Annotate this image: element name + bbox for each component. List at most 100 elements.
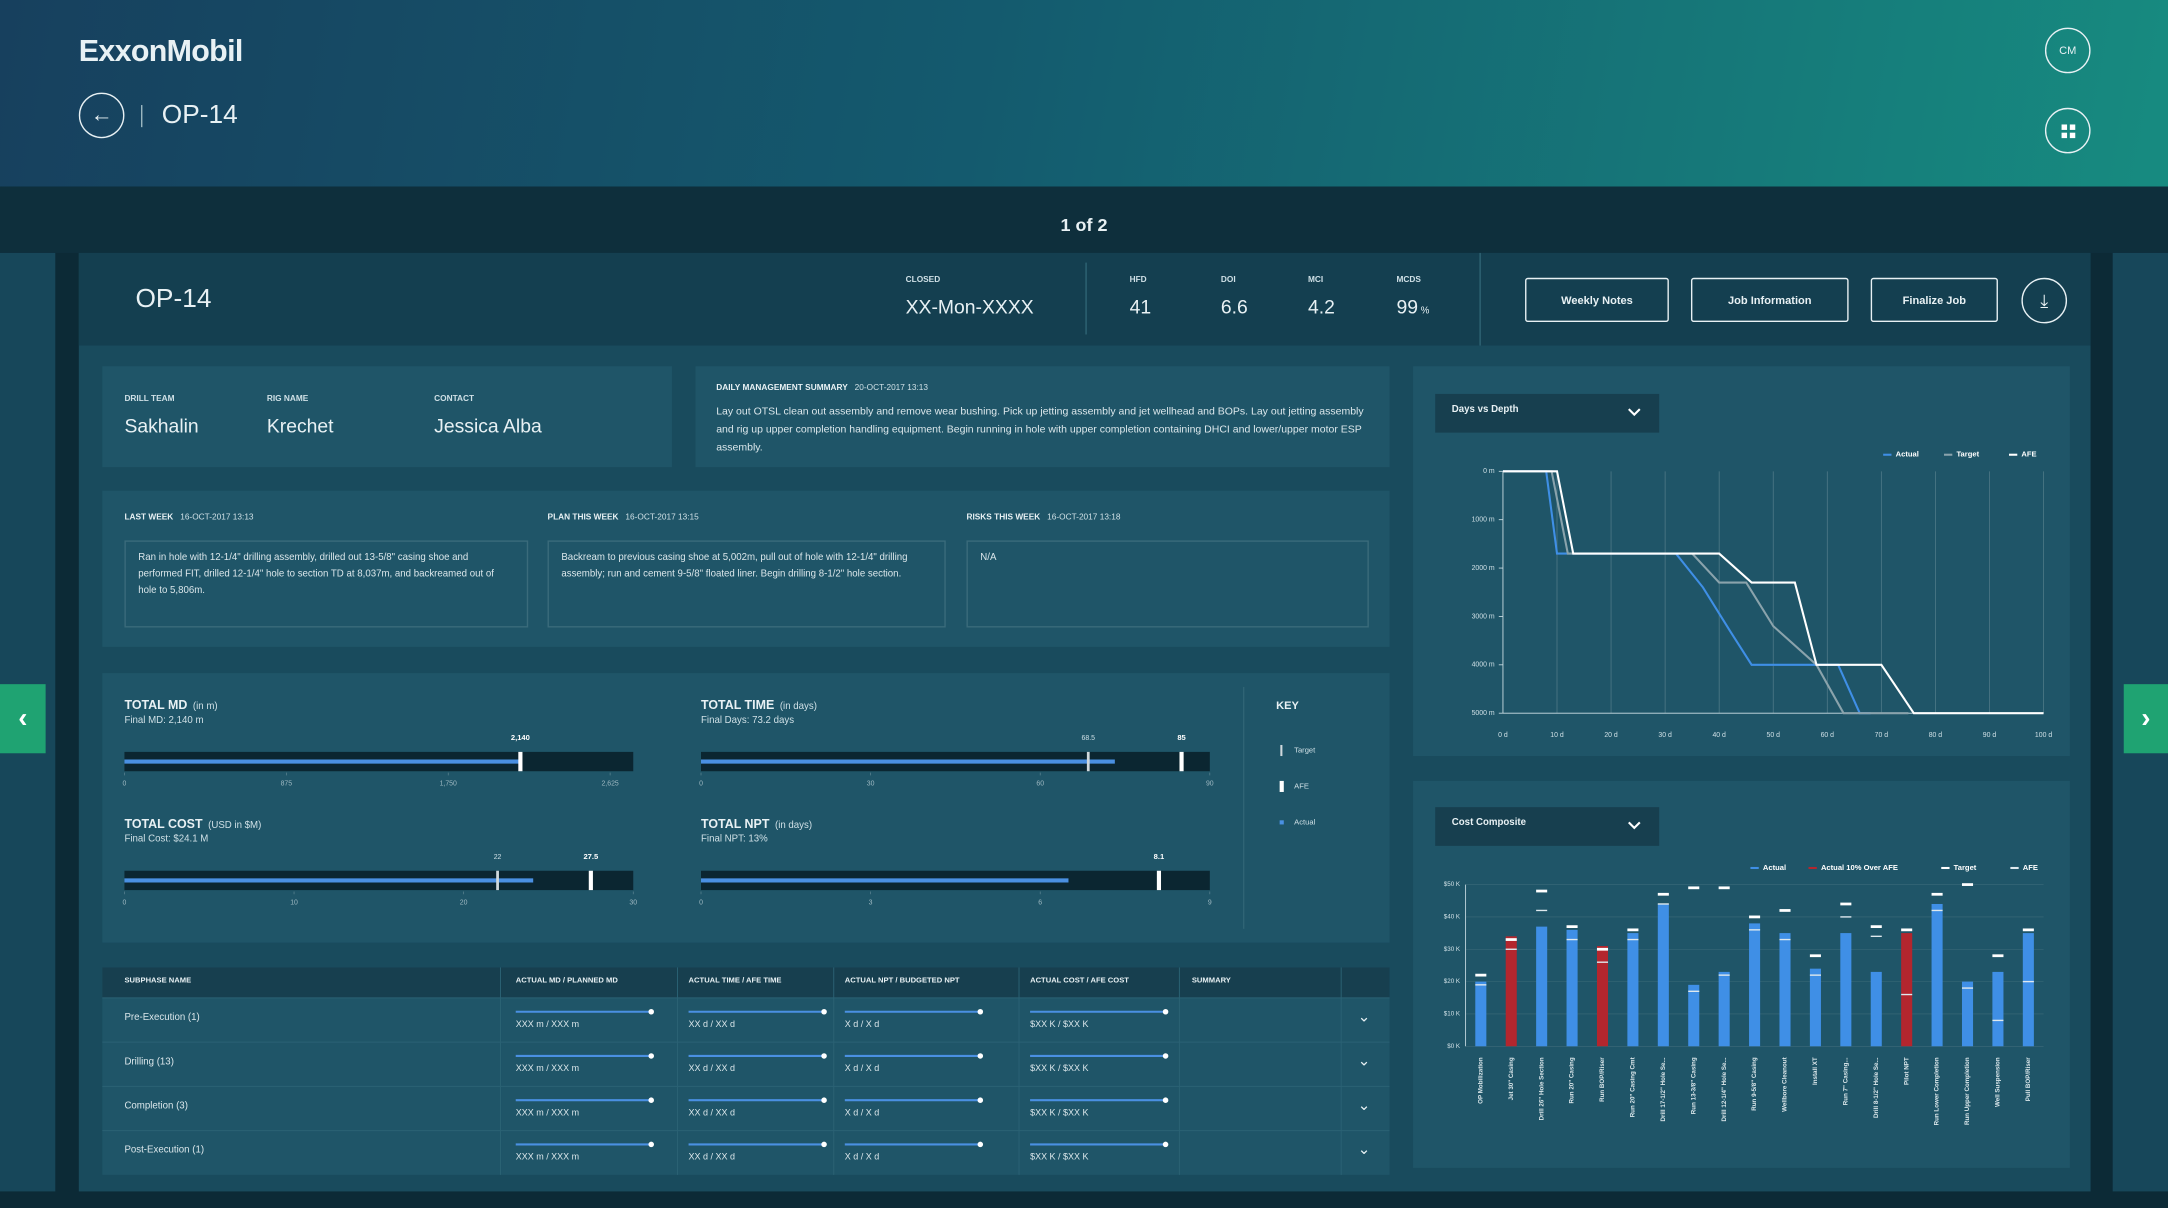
tick-label: 30: [629, 899, 637, 906]
target-dash: [1627, 928, 1639, 932]
target-dash: [1870, 925, 1882, 929]
divider: [1479, 252, 1481, 346]
stat-number: 6.6: [1220, 295, 1248, 318]
back-button[interactable]: ←: [78, 92, 125, 139]
action-button[interactable]: Job Information: [1690, 277, 1849, 323]
legend-label: Actual 10% Over AFE: [1821, 863, 1898, 872]
afe-marker: [588, 870, 593, 891]
summary-heading: DAILY MANAGEMENT SUMMARY 20-OCT-2017 13:1…: [716, 384, 928, 394]
x-tick-label: Wellbore Cleanout: [1782, 1057, 1789, 1111]
bar: [1901, 933, 1913, 1047]
expand-button[interactable]: ⌄: [1357, 1008, 1371, 1026]
bar: [1749, 923, 1761, 1047]
y-tick-label: 1000 m: [1472, 517, 1495, 524]
field-label: RIG NAME: [266, 395, 309, 404]
field-label: DRILL TEAM: [124, 395, 175, 404]
target-label: 22: [494, 854, 502, 861]
mini-knob: [1162, 1008, 1169, 1015]
expand-button[interactable]: ⌄: [1357, 1053, 1371, 1070]
bar: [1961, 981, 1974, 1047]
table-cell: $XX K / $XX K: [1030, 1108, 1089, 1119]
mini-knob: [648, 1053, 654, 1059]
bar: [1657, 903, 1669, 1047]
bar: [1870, 971, 1882, 1047]
y-tick-label: 3000 m: [1472, 613, 1495, 620]
bar: [1688, 984, 1700, 1047]
target-dash: [1657, 892, 1669, 896]
mini-knob: [977, 1097, 984, 1103]
mini-knob: [821, 1097, 827, 1103]
mini-knob: [977, 1053, 984, 1059]
action-button[interactable]: Finalize Job: [1870, 277, 1998, 323]
nav-right[interactable]: ›: [2123, 684, 2168, 754]
x-tick-label: 60 d: [1821, 732, 1835, 739]
mini-knob: [648, 1008, 654, 1015]
expand-button[interactable]: ⌄: [1357, 1141, 1371, 1159]
dropdown[interactable]: [1435, 393, 1660, 433]
stat-value: 41: [1130, 296, 1152, 319]
stat-label: MCDS: [1396, 276, 1421, 285]
well-name: OP-14: [135, 284, 212, 314]
target-dash: [1505, 938, 1517, 941]
field-label: CONTACT: [434, 395, 475, 404]
stat-value: XX-Mon-XXXX: [905, 295, 1034, 318]
dropdown-chevron: [1628, 408, 1641, 417]
dropdown[interactable]: [1435, 807, 1660, 846]
y-tick-label: 0 m: [1483, 468, 1495, 475]
metric-unit: (in days): [779, 702, 817, 712]
table-cell: XX d / XX d: [688, 1152, 736, 1163]
x-tick-label: 20 d: [1604, 732, 1618, 739]
bar: [1779, 933, 1791, 1047]
table-cell: $XX K / $XX K: [1030, 1152, 1089, 1163]
metric-heading: TOTAL TIME (in days): [701, 698, 817, 714]
y-tick-label: 4000 m: [1472, 662, 1495, 669]
metric-heading: TOTAL NPT (in days): [701, 817, 812, 833]
actual-bar: [701, 759, 1115, 764]
apps-button[interactable]: [2044, 107, 2091, 154]
table-cell: XXX m / XXX m: [515, 1020, 580, 1030]
page-title: OP-14: [161, 100, 238, 130]
key-icon: [1279, 780, 1284, 792]
table-header: SUBPHASE NAME: [124, 977, 192, 986]
afe-marker: [1179, 751, 1184, 772]
legend-label: Target: [1956, 450, 1979, 459]
metric-unit: (in days): [774, 820, 813, 831]
stat-label: HFD: [1129, 276, 1147, 285]
series-line: [1502, 470, 1871, 715]
action-button[interactable]: Weekly Notes: [1525, 277, 1669, 323]
target-marker: [496, 870, 499, 891]
key-icon: [1279, 820, 1284, 825]
key-label: Target: [1294, 746, 1316, 755]
x-tick-label: 90 d: [1983, 732, 1997, 739]
target-dash: [1840, 902, 1852, 906]
tick-label: 0: [699, 781, 703, 788]
table-cell: X d / X d: [844, 1108, 880, 1119]
expand-button[interactable]: ⌄: [1357, 1097, 1371, 1115]
mini-knob: [1162, 1053, 1169, 1059]
table-cell: XX d / XX d: [688, 1064, 736, 1074]
tick-label: 1,750: [440, 781, 457, 788]
avatar[interactable]: CM: [2044, 27, 2091, 74]
key-icon: [1280, 744, 1283, 757]
y-tick-label: 5000 m: [1472, 710, 1495, 717]
field-value: Jessica Alba: [434, 414, 542, 437]
note-text: N/A: [980, 552, 997, 563]
download-button[interactable]: ⤓: [2021, 277, 2068, 324]
summary-text: Lay out OTSL clean out assembly and remo…: [716, 404, 1364, 454]
bar: [1536, 926, 1548, 1047]
x-tick-label: Run 20" Casing: [1569, 1057, 1576, 1103]
table-cell: X d / X d: [844, 1064, 880, 1074]
x-tick-label: OP Mobilization: [1477, 1057, 1484, 1104]
x-tick-label: 80 d: [1929, 732, 1943, 739]
stat-label: DOI: [1220, 276, 1236, 285]
key-label: AFE: [1294, 781, 1309, 790]
dropdown-label: Days vs Depth: [1451, 404, 1519, 415]
nav-left[interactable]: ‹: [0, 684, 46, 754]
note-label: RISKS THIS WEEK: [966, 514, 1041, 523]
tick-label: 30: [867, 781, 875, 788]
mini-knob: [821, 1141, 827, 1148]
stat-number: 41: [1129, 295, 1152, 318]
legend-label: AFE: [2021, 450, 2036, 459]
y-tick-label: $30 K: [1444, 946, 1461, 953]
progress-card: [102, 673, 1390, 943]
